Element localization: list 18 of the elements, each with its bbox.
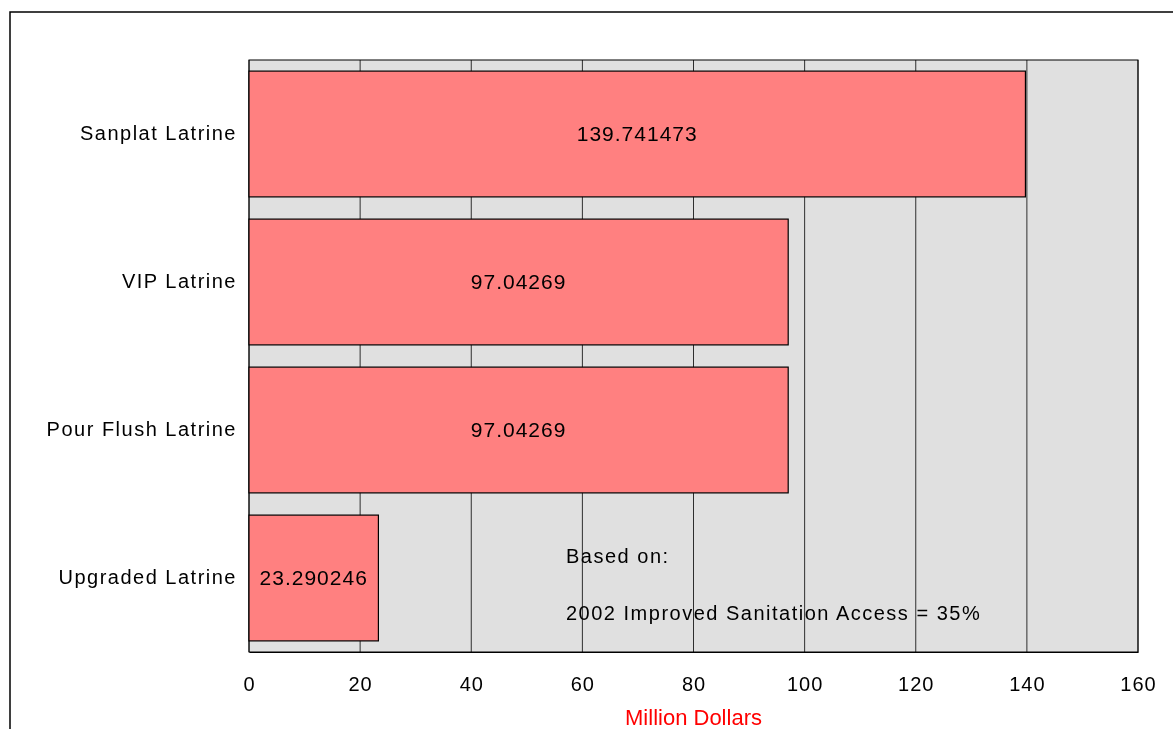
y-tick-label: Pour Flush Latrine bbox=[46, 418, 237, 441]
x-tick-label: 60 bbox=[570, 673, 595, 696]
x-tick-label: 100 bbox=[786, 673, 824, 696]
x-tick-label: 140 bbox=[1009, 673, 1046, 696]
data-label: 139.741473 bbox=[576, 122, 698, 146]
x-axis-title: Million Dollars bbox=[625, 705, 762, 729]
x-tick-label: 40 bbox=[459, 673, 484, 696]
x-tick-label: 20 bbox=[348, 673, 373, 696]
y-tick-label: Upgraded Latrine bbox=[58, 566, 237, 589]
y-tick-label: VIP Latrine bbox=[121, 270, 237, 293]
y-tick-label: Sanplat Latrine bbox=[79, 122, 237, 145]
x-tick-label: 0 bbox=[243, 673, 256, 696]
data-label: 23.290246 bbox=[259, 566, 368, 590]
x-tick-label: 120 bbox=[898, 673, 935, 696]
data-label: 97.04269 bbox=[470, 270, 567, 294]
x-tick-label: 80 bbox=[681, 673, 707, 696]
data-label: 97.04269 bbox=[470, 418, 567, 442]
x-tick-label: 160 bbox=[1120, 673, 1157, 696]
